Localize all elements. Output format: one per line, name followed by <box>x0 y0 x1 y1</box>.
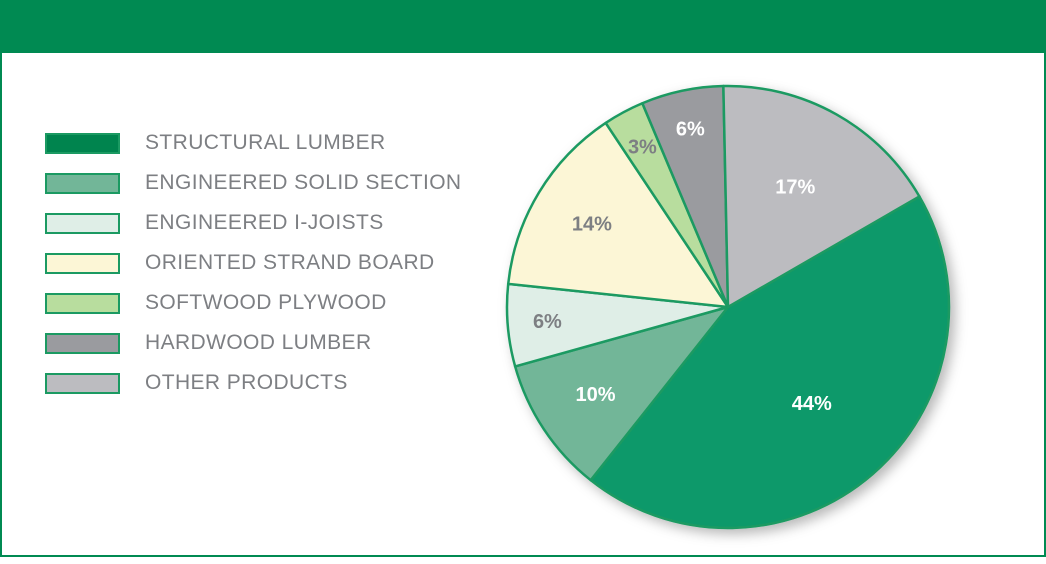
legend-item-other-products: OTHER PRODUCTS <box>45 370 485 394</box>
legend-item-oriented-strand-board: ORIENTED STRAND BOARD <box>45 250 485 274</box>
legend-swatch-engineered-i-joists <box>45 213 120 234</box>
data-label-engineered-i-joists: 6% <box>533 311 562 333</box>
data-label-structural-lumber: 44% <box>792 393 832 415</box>
legend-label-softwood-plywood: SOFTWOOD PLYWOOD <box>145 291 387 314</box>
legend-label-engineered-solid-section: ENGINEERED SOLID SECTION <box>145 171 462 194</box>
legend-label-engineered-i-joists: ENGINEERED I-JOISTS <box>145 211 384 234</box>
data-label-engineered-solid-section: 10% <box>575 384 615 406</box>
pie-slice-structural-lumber <box>589 195 951 530</box>
pie-slices <box>505 84 951 530</box>
data-label-softwood-plywood: 3% <box>628 136 657 158</box>
legend-label-oriented-strand-board: ORIENTED STRAND BOARD <box>145 251 435 274</box>
pie-labels: 44% 10% 6% 14% 3% 6% 17% <box>533 119 832 415</box>
legend-swatch-hardwood-lumber <box>45 333 120 354</box>
data-label-oriented-strand-board: 14% <box>572 214 612 236</box>
data-label-other-products: 17% <box>775 177 815 199</box>
legend-item-softwood-plywood: SOFTWOOD PLYWOOD <box>45 290 485 314</box>
pie-slice-oriented-strand-board <box>506 121 730 309</box>
legend-swatch-softwood-plywood <box>45 293 120 314</box>
data-label-hardwood-lumber: 6% <box>676 119 705 141</box>
pie-slice-other-products <box>722 84 921 309</box>
legend-item-engineered-solid-section: ENGINEERED SOLID SECTION <box>45 170 485 194</box>
legend-swatch-engineered-solid-section <box>45 173 120 194</box>
pie-slice-engineered-solid-section <box>513 305 730 482</box>
legend-item-engineered-i-joists: ENGINEERED I-JOISTS <box>45 210 485 234</box>
header-bar <box>0 0 1046 53</box>
legend-swatch-other-products <box>45 373 120 394</box>
legend-item-structural-lumber: STRUCTURAL LUMBER <box>45 130 485 154</box>
legend-label-hardwood-lumber: HARDWOOD LUMBER <box>145 331 372 354</box>
legend-label-other-products: OTHER PRODUCTS <box>145 371 348 394</box>
legend-label-structural-lumber: STRUCTURAL LUMBER <box>145 131 386 154</box>
legend-swatch-oriented-strand-board <box>45 253 120 274</box>
legend-item-hardwood-lumber: HARDWOOD LUMBER <box>45 330 485 354</box>
legend-swatch-structural-lumber <box>45 133 120 154</box>
